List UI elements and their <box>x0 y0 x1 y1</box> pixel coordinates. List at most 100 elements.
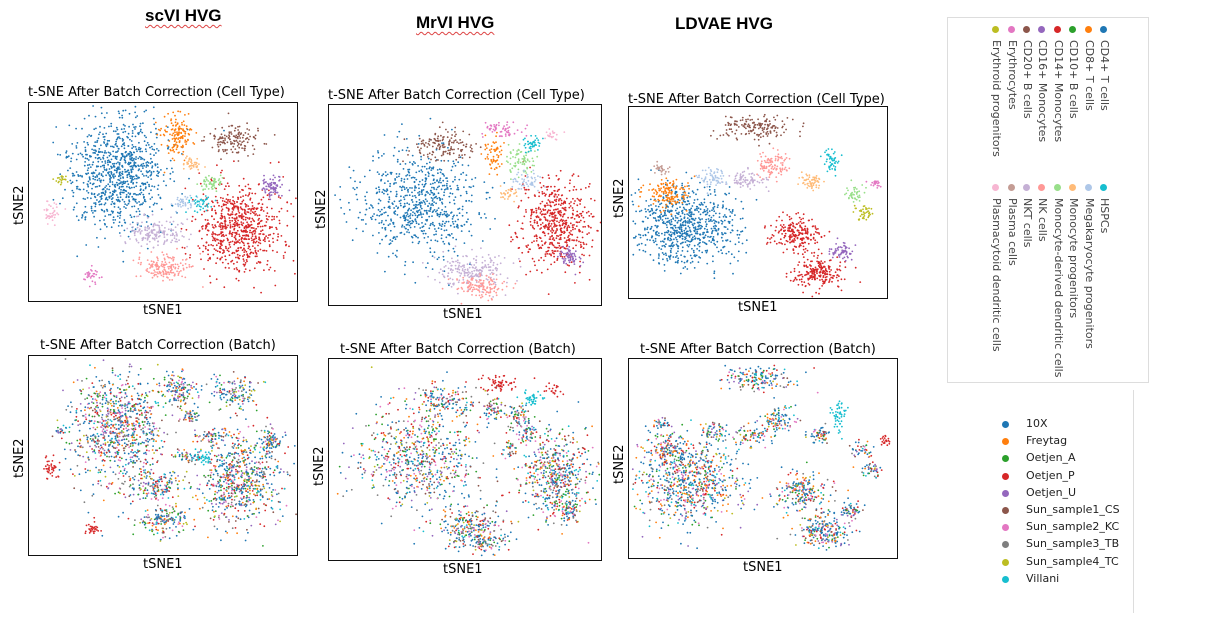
scatter-point <box>159 129 162 132</box>
scatter-point <box>439 213 442 216</box>
scatter-point <box>462 171 465 174</box>
scatter-point <box>430 158 432 161</box>
scatter-point <box>533 219 536 222</box>
scatter-point <box>525 181 527 184</box>
scatter-point <box>471 283 474 286</box>
scatter-point <box>491 131 494 133</box>
scatter-point <box>129 165 132 168</box>
scatter-point <box>84 218 87 221</box>
scatter-point <box>253 286 255 289</box>
scatter-point <box>478 212 481 214</box>
scatter-point <box>686 250 689 253</box>
scatter-point <box>396 214 399 216</box>
scatter-point <box>488 173 491 175</box>
scatter-point <box>182 153 184 156</box>
scatter-point <box>235 267 238 269</box>
scatter-point <box>398 200 401 203</box>
scatter-point <box>490 148 493 150</box>
scatter-point <box>541 200 544 203</box>
scatter-point <box>463 290 465 293</box>
scatter-point <box>559 238 562 241</box>
scatter-point <box>268 198 270 201</box>
scatter-point <box>103 168 106 171</box>
scatter-point <box>131 132 134 134</box>
scatter-point <box>71 143 74 145</box>
scatter-point <box>698 224 701 227</box>
scatter-point <box>139 185 142 188</box>
scatter-point <box>138 201 140 203</box>
scatter-point <box>110 198 113 201</box>
scatter-point <box>100 203 102 206</box>
scatter-point <box>260 291 262 294</box>
scatter-point <box>202 286 204 288</box>
scatter-point <box>218 149 220 151</box>
scatter-point <box>190 164 193 167</box>
scatter-point <box>457 188 460 191</box>
scatter-point <box>174 203 177 205</box>
scatter-point <box>238 254 241 257</box>
scatter-point <box>465 190 468 193</box>
scatter-point <box>538 247 541 249</box>
scatter-point <box>145 170 148 172</box>
scatter-point <box>272 174 275 177</box>
scatter-point <box>440 181 442 184</box>
scatter-point <box>734 243 737 246</box>
scatter-points <box>630 113 882 298</box>
scatter-point <box>108 188 110 191</box>
scatter-point <box>443 184 446 187</box>
scatter-point <box>442 142 445 145</box>
scatter-point <box>111 197 114 199</box>
scatter-point <box>563 213 566 215</box>
scatter-point <box>189 254 192 256</box>
scatter-point <box>507 191 509 194</box>
scatter-point <box>377 186 380 189</box>
scatter-point <box>487 153 489 156</box>
scatter-point <box>717 250 720 253</box>
scatter-point <box>77 175 80 177</box>
scatter-point <box>224 222 226 224</box>
scatter-point <box>468 280 470 283</box>
scatter-point <box>481 266 484 269</box>
scatter-point <box>463 271 466 273</box>
scatter-point <box>258 261 261 264</box>
scatter-point <box>266 218 269 221</box>
scatter-point <box>691 205 694 207</box>
scatter-point <box>81 214 84 216</box>
scatter-point <box>177 205 180 208</box>
scatter-point <box>100 197 103 200</box>
scatter-point <box>453 148 455 151</box>
scatter-point <box>518 257 520 260</box>
scatter-point <box>525 188 528 191</box>
scatter-point <box>154 164 157 167</box>
scatter-point <box>433 196 436 199</box>
scatter-point <box>427 156 429 158</box>
scatter-point <box>528 160 531 163</box>
scatter-point <box>162 273 165 276</box>
scatter-point <box>539 182 542 184</box>
scatter-point <box>566 229 568 232</box>
scatter-point <box>376 252 379 254</box>
scatter-point <box>449 153 451 156</box>
scatter-point <box>348 166 351 168</box>
scatter-point <box>689 240 691 243</box>
scatter-point <box>155 233 158 236</box>
scatter-point <box>399 185 401 188</box>
scatter-point <box>457 227 459 229</box>
scatter-point <box>257 250 260 252</box>
scatter-point <box>574 228 576 230</box>
scatter-point <box>448 243 451 246</box>
scatter-point <box>576 197 579 200</box>
scatter-point <box>349 177 352 179</box>
scatter-point <box>257 244 259 247</box>
scatter-point <box>499 185 502 187</box>
scatter-point <box>540 227 543 229</box>
scatter-point <box>254 241 257 244</box>
scatter-point <box>371 205 373 207</box>
scatter-point <box>208 183 211 185</box>
scatter-point <box>516 280 518 282</box>
scatter-point <box>244 132 247 134</box>
scatter-point <box>218 233 221 236</box>
scatter-point <box>545 193 547 196</box>
scatter-point <box>112 174 114 177</box>
scatter-point <box>533 240 535 243</box>
